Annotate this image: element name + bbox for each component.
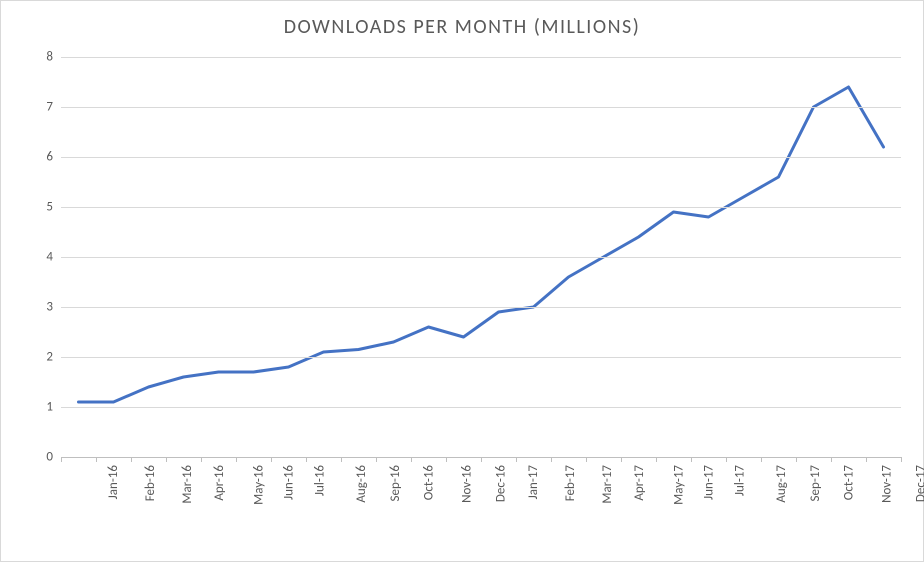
x-tick-mark [621, 457, 622, 462]
series-line [79, 87, 884, 402]
y-tick-label: 4 [46, 250, 61, 265]
gridline [61, 107, 901, 108]
x-tick-mark [306, 457, 307, 462]
x-tick-label: Aug-16 [354, 465, 369, 503]
x-tick-mark [61, 457, 62, 462]
y-tick-label: 7 [46, 100, 61, 115]
x-tick-label: Jun-16 [281, 465, 296, 500]
line-chart: DOWNLOADS PER MONTH (MILLIONS) 012345678… [0, 0, 924, 562]
x-tick-mark [761, 457, 762, 462]
y-tick-label: 1 [46, 400, 61, 415]
x-tick-mark [376, 457, 377, 462]
x-tick-mark [866, 457, 867, 462]
x-tick-mark [131, 457, 132, 462]
x-tick-mark [796, 457, 797, 462]
x-tick-label: Sep-16 [387, 465, 402, 501]
x-tick-mark [201, 457, 202, 462]
x-tick-label: Jun-17 [701, 465, 716, 500]
x-tick-label: Oct-17 [841, 465, 856, 500]
plot-area: 012345678Jan-16Feb-16Mar-16Apr-16May-16J… [61, 57, 901, 457]
x-tick-mark [831, 457, 832, 462]
x-tick-label: Feb-17 [562, 465, 577, 501]
x-tick-mark [726, 457, 727, 462]
x-tick-mark [236, 457, 237, 462]
x-tick-label: Jan-17 [525, 465, 540, 499]
y-tick-label: 3 [46, 300, 61, 315]
gridline [61, 307, 901, 308]
x-tick-mark [516, 457, 517, 462]
x-tick-label: Nov-16 [459, 465, 474, 503]
x-tick-mark [691, 457, 692, 462]
x-tick-mark [271, 457, 272, 462]
x-tick-label: Feb-16 [142, 465, 157, 501]
x-tick-label: Dec-16 [493, 465, 508, 502]
x-tick-mark [166, 457, 167, 462]
gridline [61, 157, 901, 158]
x-tick-label: Apr-16 [212, 465, 227, 501]
x-tick-label: Sep-17 [807, 465, 822, 501]
gridline [61, 407, 901, 408]
x-tick-label: Nov-17 [879, 465, 894, 503]
y-tick-label: 8 [46, 50, 61, 65]
x-tick-label: Mar-16 [180, 465, 195, 504]
x-tick-mark [586, 457, 587, 462]
y-tick-label: 6 [46, 150, 61, 165]
gridline [61, 357, 901, 358]
x-tick-label: Dec-17 [913, 465, 924, 502]
gridline [61, 57, 901, 58]
gridline [61, 257, 901, 258]
x-tick-label: Mar-17 [600, 465, 615, 504]
x-tick-label: Apr-17 [632, 465, 647, 501]
x-tick-mark [901, 457, 902, 462]
x-tick-label: May-17 [671, 465, 686, 505]
x-tick-mark [656, 457, 657, 462]
x-tick-mark [551, 457, 552, 462]
x-tick-mark [411, 457, 412, 462]
x-tick-label: Oct-16 [421, 465, 436, 500]
x-tick-mark [341, 457, 342, 462]
y-tick-label: 2 [46, 350, 61, 365]
chart-title: DOWNLOADS PER MONTH (MILLIONS) [1, 1, 923, 45]
x-tick-label: Jul-16 [312, 465, 327, 496]
x-tick-label: May-16 [251, 465, 266, 505]
x-tick-mark [96, 457, 97, 462]
x-tick-mark [481, 457, 482, 462]
x-tick-label: Aug-17 [774, 465, 789, 503]
x-tick-mark [446, 457, 447, 462]
x-tick-label: Jul-17 [732, 465, 747, 496]
y-tick-label: 5 [46, 200, 61, 215]
gridline [61, 207, 901, 208]
x-tick-label: Jan-16 [105, 465, 120, 499]
y-tick-label: 0 [46, 450, 61, 465]
